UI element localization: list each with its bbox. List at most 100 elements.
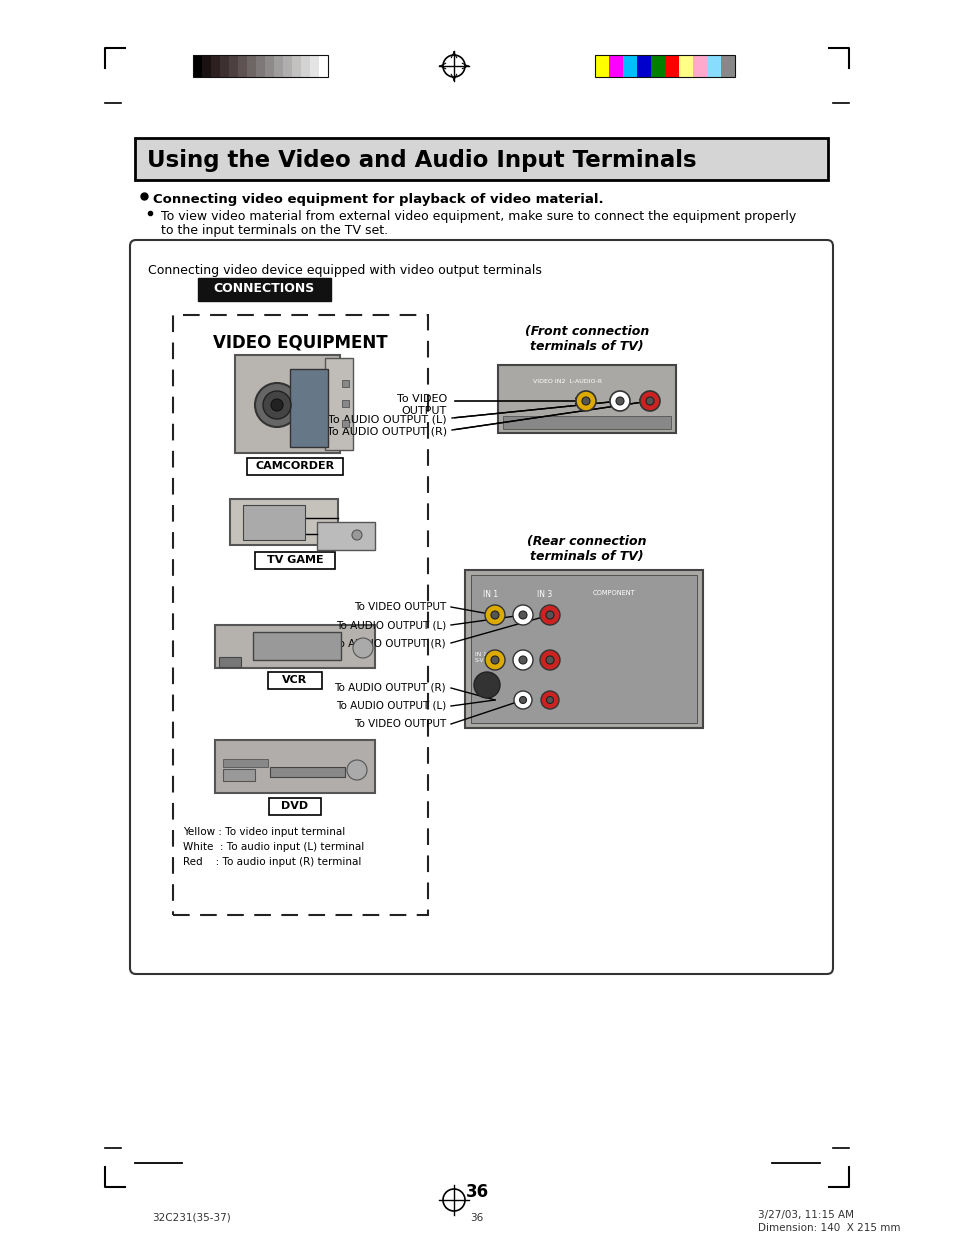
Text: VIDEO IN2  L-AUDIO-R: VIDEO IN2 L-AUDIO-R	[533, 379, 601, 384]
Circle shape	[539, 650, 559, 671]
Circle shape	[518, 656, 526, 664]
Text: Connecting video device equipped with video output terminals: Connecting video device equipped with vi…	[148, 264, 541, 277]
Text: VCR: VCR	[282, 676, 307, 685]
Bar	[253, 632, 340, 659]
Bar	[706, 56, 720, 77]
Bar	[268, 672, 322, 689]
Bar	[202, 56, 211, 77]
Bar	[720, 56, 734, 77]
Text: COMPONENT: COMPONENT	[593, 590, 635, 597]
Bar	[497, 366, 676, 433]
Circle shape	[491, 656, 498, 664]
Bar	[341, 380, 349, 387]
Circle shape	[352, 530, 361, 540]
Bar	[254, 552, 335, 569]
Bar	[608, 56, 622, 77]
Text: To view video material from external video equipment, make sure to connect the e: To view video material from external vid…	[161, 210, 796, 224]
Bar	[247, 56, 255, 77]
Circle shape	[484, 650, 504, 671]
Bar	[637, 56, 650, 77]
Bar	[255, 56, 265, 77]
Bar	[230, 499, 337, 545]
Text: 3/27/03, 11:15 AM: 3/27/03, 11:15 AM	[758, 1210, 853, 1220]
Text: To AUDIO OUTPUT (R): To AUDIO OUTPUT (R)	[334, 683, 446, 693]
Circle shape	[609, 391, 629, 411]
Bar	[283, 56, 292, 77]
Text: (Rear connection
terminals of TV): (Rear connection terminals of TV)	[527, 535, 646, 563]
Circle shape	[540, 692, 558, 709]
Circle shape	[514, 692, 532, 709]
Bar	[290, 369, 328, 447]
Bar	[318, 56, 328, 77]
Text: TV GAME: TV GAME	[267, 555, 323, 564]
Bar	[341, 400, 349, 408]
Circle shape	[518, 611, 526, 619]
Text: CONNECTIONS: CONNECTIONS	[213, 283, 314, 295]
Text: (Front connection
terminals of TV): (Front connection terminals of TV)	[524, 325, 648, 353]
Bar	[270, 767, 345, 777]
Circle shape	[545, 656, 554, 664]
Text: CAMCORDER: CAMCORDER	[255, 461, 335, 471]
Bar	[664, 56, 679, 77]
Bar	[310, 56, 318, 77]
Circle shape	[545, 611, 554, 619]
Bar	[692, 56, 706, 77]
Bar	[595, 56, 608, 77]
Bar	[234, 354, 339, 453]
Text: Red    : To audio input (R) terminal: Red : To audio input (R) terminal	[183, 857, 361, 867]
Bar	[214, 625, 375, 668]
Bar	[223, 769, 254, 781]
Bar	[135, 138, 827, 180]
Bar	[247, 458, 343, 475]
Text: To AUDIO OUTPUT (L): To AUDIO OUTPUT (L)	[335, 701, 446, 711]
Bar	[301, 56, 310, 77]
Text: Yellow : To video input terminal: Yellow : To video input terminal	[183, 827, 345, 837]
Text: To AUDIO OUTPUT (R): To AUDIO OUTPUT (R)	[334, 638, 446, 648]
Bar	[265, 56, 274, 77]
Text: Dimension: 140  X 215 mm: Dimension: 140 X 215 mm	[758, 1223, 900, 1233]
Bar	[193, 56, 202, 77]
Text: To VIDEO
OUTPUT: To VIDEO OUTPUT	[396, 394, 447, 416]
Circle shape	[513, 605, 533, 625]
Bar	[341, 420, 349, 427]
Bar	[622, 56, 637, 77]
Bar	[269, 798, 320, 815]
Bar	[172, 315, 428, 915]
Bar	[193, 56, 328, 77]
Bar	[464, 571, 702, 727]
Bar	[292, 56, 301, 77]
Text: 36: 36	[465, 1183, 488, 1200]
Bar	[219, 657, 241, 667]
Circle shape	[539, 605, 559, 625]
Bar	[243, 505, 305, 540]
Text: To AUDIO OUTPUT (L): To AUDIO OUTPUT (L)	[328, 415, 447, 425]
Text: To AUDIO OUTPUT (R): To AUDIO OUTPUT (R)	[327, 427, 447, 437]
FancyBboxPatch shape	[130, 240, 832, 974]
Text: White  : To audio input (L) terminal: White : To audio input (L) terminal	[183, 842, 364, 852]
Bar	[471, 576, 697, 722]
Circle shape	[474, 672, 499, 698]
Bar	[274, 56, 283, 77]
Bar	[214, 740, 375, 793]
Circle shape	[576, 391, 596, 411]
Circle shape	[353, 638, 373, 658]
Circle shape	[639, 391, 659, 411]
Circle shape	[263, 391, 291, 419]
Bar	[223, 760, 268, 767]
Circle shape	[513, 650, 533, 671]
Text: To AUDIO OUTPUT (L): To AUDIO OUTPUT (L)	[335, 620, 446, 630]
Bar	[595, 56, 734, 77]
Bar	[229, 56, 237, 77]
Text: IN 1
S-VIDEO: IN 1 S-VIDEO	[475, 652, 498, 663]
Circle shape	[645, 396, 654, 405]
Text: 36: 36	[470, 1213, 483, 1223]
Bar	[198, 278, 331, 301]
Text: IN 1: IN 1	[482, 590, 497, 599]
Circle shape	[484, 605, 504, 625]
Circle shape	[254, 383, 298, 427]
Text: to the input terminals on the TV set.: to the input terminals on the TV set.	[161, 224, 388, 237]
Circle shape	[519, 697, 526, 704]
Bar	[237, 56, 247, 77]
Text: IN 3: IN 3	[537, 590, 552, 599]
Text: To VIDEO OUTPUT: To VIDEO OUTPUT	[354, 719, 446, 729]
